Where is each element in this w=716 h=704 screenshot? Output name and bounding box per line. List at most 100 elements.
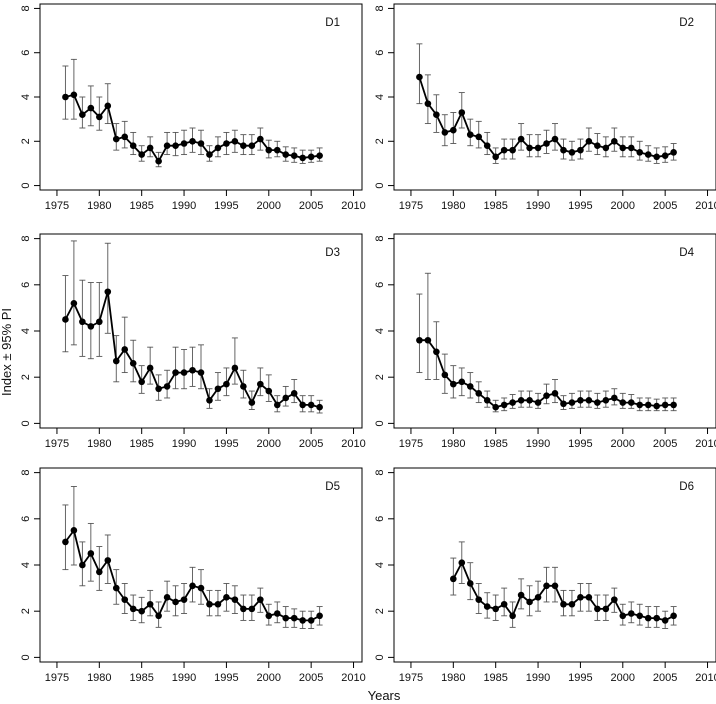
data-point	[619, 144, 627, 152]
x-tick-label: 1985	[129, 438, 153, 450]
x-tick-label: 1990	[526, 438, 550, 450]
data-point	[585, 396, 593, 404]
y-tick-label: 8	[374, 5, 386, 11]
data-point	[619, 399, 627, 406]
data-point	[307, 617, 315, 624]
y-tick-label: 6	[20, 516, 32, 522]
data-point	[307, 153, 315, 161]
data-point	[240, 605, 247, 613]
data-point	[96, 568, 103, 576]
data-point	[223, 140, 230, 147]
data-point	[661, 401, 669, 409]
x-tick-label: 1975	[399, 672, 423, 684]
data-point	[87, 323, 95, 330]
x-tick-label: 1980	[441, 672, 465, 684]
data-point	[282, 394, 290, 402]
data-point	[568, 149, 576, 156]
data-point	[290, 614, 298, 622]
x-tick-label: 1995	[568, 438, 592, 450]
x-tick-label: 2000	[611, 438, 635, 450]
data-point	[627, 610, 635, 617]
data-point	[248, 142, 256, 150]
data-point	[180, 140, 188, 147]
data-point	[526, 396, 533, 404]
x-tick-label: 1990	[172, 200, 196, 212]
panel-label: D6	[679, 481, 694, 493]
data-point	[257, 135, 264, 143]
y-tick-label: 2	[374, 138, 386, 144]
data-point	[602, 144, 610, 152]
y-tick-label: 0	[374, 183, 386, 189]
data-point	[483, 396, 491, 404]
data-point	[577, 396, 584, 404]
panel-label: D1	[325, 17, 340, 29]
x-tick-label: 2000	[257, 438, 281, 450]
data-point	[636, 612, 644, 620]
panel-d2: D2 1975 1980 1985 1990 1995 2000 2005 2010 0 2 4 6 8	[374, 3, 716, 212]
y-tick-label: 4	[374, 562, 386, 568]
y-tick-label: 6	[20, 282, 32, 288]
data-point	[450, 126, 457, 134]
data-point	[163, 594, 171, 601]
x-tick-label: 1990	[172, 438, 196, 450]
data-point	[602, 605, 610, 613]
data-point	[500, 600, 508, 608]
data-point	[248, 399, 256, 406]
data-point	[611, 137, 618, 145]
data-point	[189, 366, 196, 374]
data-point	[214, 385, 222, 393]
x-tick-label: 2005	[653, 200, 677, 212]
x-tick-label: 2000	[257, 672, 281, 684]
y-tick-label: 2	[20, 374, 32, 380]
y-tick-label: 8	[374, 236, 386, 242]
data-point	[104, 102, 112, 110]
data-point	[214, 144, 222, 152]
data-point	[104, 288, 112, 296]
data-point	[231, 364, 239, 372]
x-axis-title: Years	[368, 688, 401, 703]
data-point	[146, 144, 154, 152]
data-point	[577, 594, 584, 601]
data-point	[424, 100, 432, 107]
data-point	[619, 612, 627, 620]
x-tick-label: 2010	[341, 672, 365, 684]
y-axis-title: Index ± 95% PI	[0, 308, 14, 396]
data-point	[458, 378, 466, 386]
data-point	[543, 582, 550, 590]
x-tick-label: 1980	[441, 438, 465, 450]
data-point	[138, 151, 145, 158]
data-point	[594, 142, 601, 150]
data-point	[466, 383, 474, 390]
data-point	[594, 399, 601, 406]
data-point	[670, 149, 677, 156]
y-tick-label: 2	[374, 374, 386, 380]
y-tick-label: 0	[374, 654, 386, 660]
data-point	[282, 151, 290, 158]
data-point	[560, 400, 567, 408]
data-point	[433, 348, 440, 356]
panel-label: D4	[679, 247, 694, 259]
data-point	[155, 612, 162, 620]
data-point	[526, 144, 533, 152]
data-point	[653, 402, 660, 410]
data-point	[577, 146, 584, 154]
y-tick-label: 4	[20, 94, 32, 100]
data-point	[87, 550, 95, 557]
data-point	[661, 152, 669, 159]
panel-d4: D4 1975 1980 1985 1990 1995 2000 2005 2010 0 2 4 6 8	[374, 233, 716, 450]
data-point	[458, 559, 466, 566]
data-point	[240, 383, 247, 390]
data-point	[129, 142, 137, 150]
data-point	[307, 401, 315, 409]
data-point	[231, 137, 239, 145]
data-point	[627, 399, 635, 406]
panel-d5: D5 1975 1980 1985 1990 1995 2000 2005 2010 0 2 4 6 8	[20, 467, 366, 684]
x-tick-label: 1995	[568, 672, 592, 684]
data-point	[189, 137, 196, 145]
data-point	[585, 594, 593, 601]
data-point	[257, 380, 264, 388]
data-point	[265, 387, 273, 395]
data-point	[526, 598, 533, 606]
x-tick-label: 1990	[526, 672, 550, 684]
x-tick-label: 2000	[611, 672, 635, 684]
